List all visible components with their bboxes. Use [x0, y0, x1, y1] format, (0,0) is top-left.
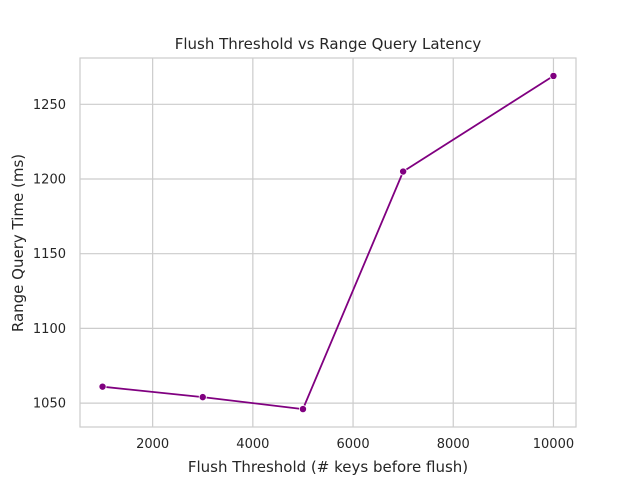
data-point — [198, 393, 207, 402]
plot-area — [79, 57, 577, 428]
y-tick-label: 1050 — [33, 397, 66, 412]
plot-frame — [79, 57, 577, 428]
y-tick-label: 1150 — [33, 247, 66, 262]
grid-lines — [80, 58, 576, 427]
y-tick-label: 1100 — [33, 322, 66, 337]
series-layer — [98, 71, 558, 414]
x-tick-label: 2000 — [136, 437, 169, 452]
y-tick-labels: 1050 1100 1150 1200 1250 — [33, 98, 66, 412]
x-tick-label: 10000 — [533, 437, 574, 452]
x-tick-labels: 2000 4000 6000 8000 10000 — [136, 437, 574, 452]
y-axis-label: Range Query Time (ms) — [9, 154, 27, 332]
data-point — [298, 405, 307, 414]
data-point — [549, 71, 558, 80]
data-point — [98, 382, 107, 391]
x-tick-label: 6000 — [337, 437, 370, 452]
x-axis-label: Flush Threshold (# keys before flush) — [188, 458, 468, 476]
plot-background — [80, 58, 576, 427]
x-tick-label: 4000 — [236, 437, 269, 452]
data-point — [399, 167, 408, 176]
x-tick-label: 8000 — [437, 437, 470, 452]
y-tick-label: 1250 — [33, 98, 66, 113]
chart-title: Flush Threshold vs Range Query Latency — [175, 35, 482, 53]
y-tick-label: 1200 — [33, 173, 66, 188]
